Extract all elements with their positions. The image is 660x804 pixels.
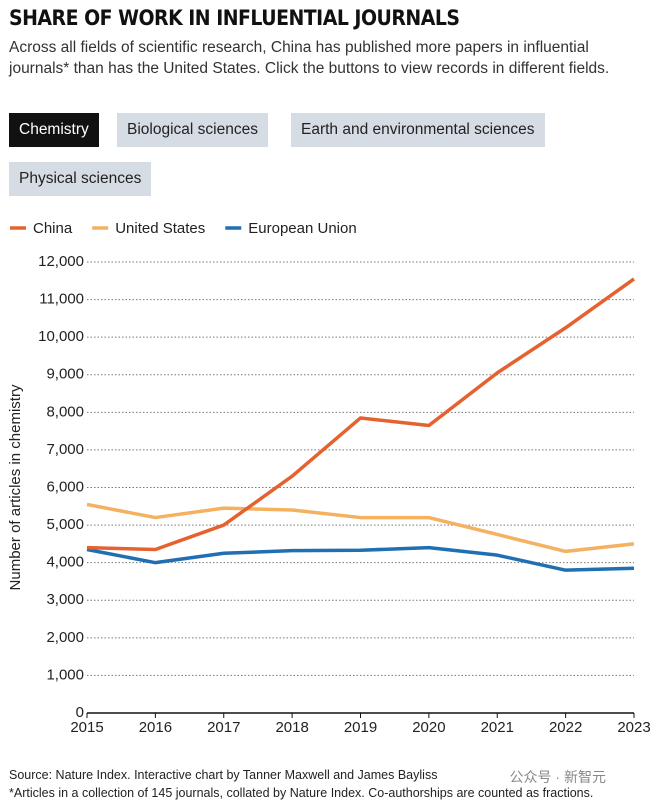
- y-tick-label: 8,000: [46, 403, 84, 420]
- x-tick-label: 2019: [344, 719, 377, 736]
- x-tick-label: 2015: [70, 719, 103, 736]
- chart-subtitle: Across all fields of scientific research…: [9, 39, 610, 77]
- x-tick-label: 2020: [412, 719, 445, 736]
- x-tick-label: 2022: [549, 719, 582, 736]
- y-tick-label: 6,000: [46, 478, 84, 495]
- chart-title: SHARE OF WORK IN INFLUENTIAL JOURNALS: [9, 6, 460, 30]
- field-button[interactable]: Physical sciences: [9, 162, 152, 196]
- x-tick-label: 2018: [275, 719, 308, 736]
- field-button[interactable]: Earth and environmental sciences: [291, 113, 545, 147]
- y-tick-label: 12,000: [38, 253, 84, 270]
- chart: China United States European Union Number o…: [7, 220, 651, 736]
- y-tick-label: 7,000: [46, 441, 84, 458]
- legend-label: European Union: [248, 220, 356, 237]
- legend-label: United States: [115, 220, 205, 237]
- y-tick-label: 4,000: [46, 554, 84, 571]
- y-axis-label: Number of articles in chemistry: [7, 384, 24, 590]
- y-tick-label: 3,000: [46, 591, 84, 608]
- x-tick-label: 2021: [481, 719, 514, 736]
- y-tick-label: 2,000: [46, 629, 84, 646]
- field-button[interactable]: Chemistry: [9, 113, 99, 147]
- source: Source: Nature Index. Interactive chart …: [9, 768, 438, 782]
- series-line: [86, 545, 635, 572]
- footnote: *Articles in a collection of 145 journal…: [9, 786, 594, 800]
- y-tick-label: 10,000: [38, 328, 84, 345]
- y-tick-label: 11,000: [39, 291, 84, 308]
- watermark: 公众号 · 新智元: [509, 769, 606, 785]
- x-tick-label: 2017: [207, 719, 240, 736]
- legend-label: China: [33, 220, 73, 237]
- series-line: [86, 502, 635, 554]
- field-button[interactable]: Biological sciences: [117, 113, 268, 147]
- x-tick-label: 2016: [139, 719, 172, 736]
- y-tick-label: 5,000: [46, 516, 84, 533]
- series-line: [86, 277, 636, 552]
- y-tick-label: 0: [76, 704, 84, 721]
- y-tick-label: 1,000: [46, 666, 84, 683]
- y-tick-label: 9,000: [46, 366, 84, 383]
- x-tick-label: 2023: [617, 719, 650, 736]
